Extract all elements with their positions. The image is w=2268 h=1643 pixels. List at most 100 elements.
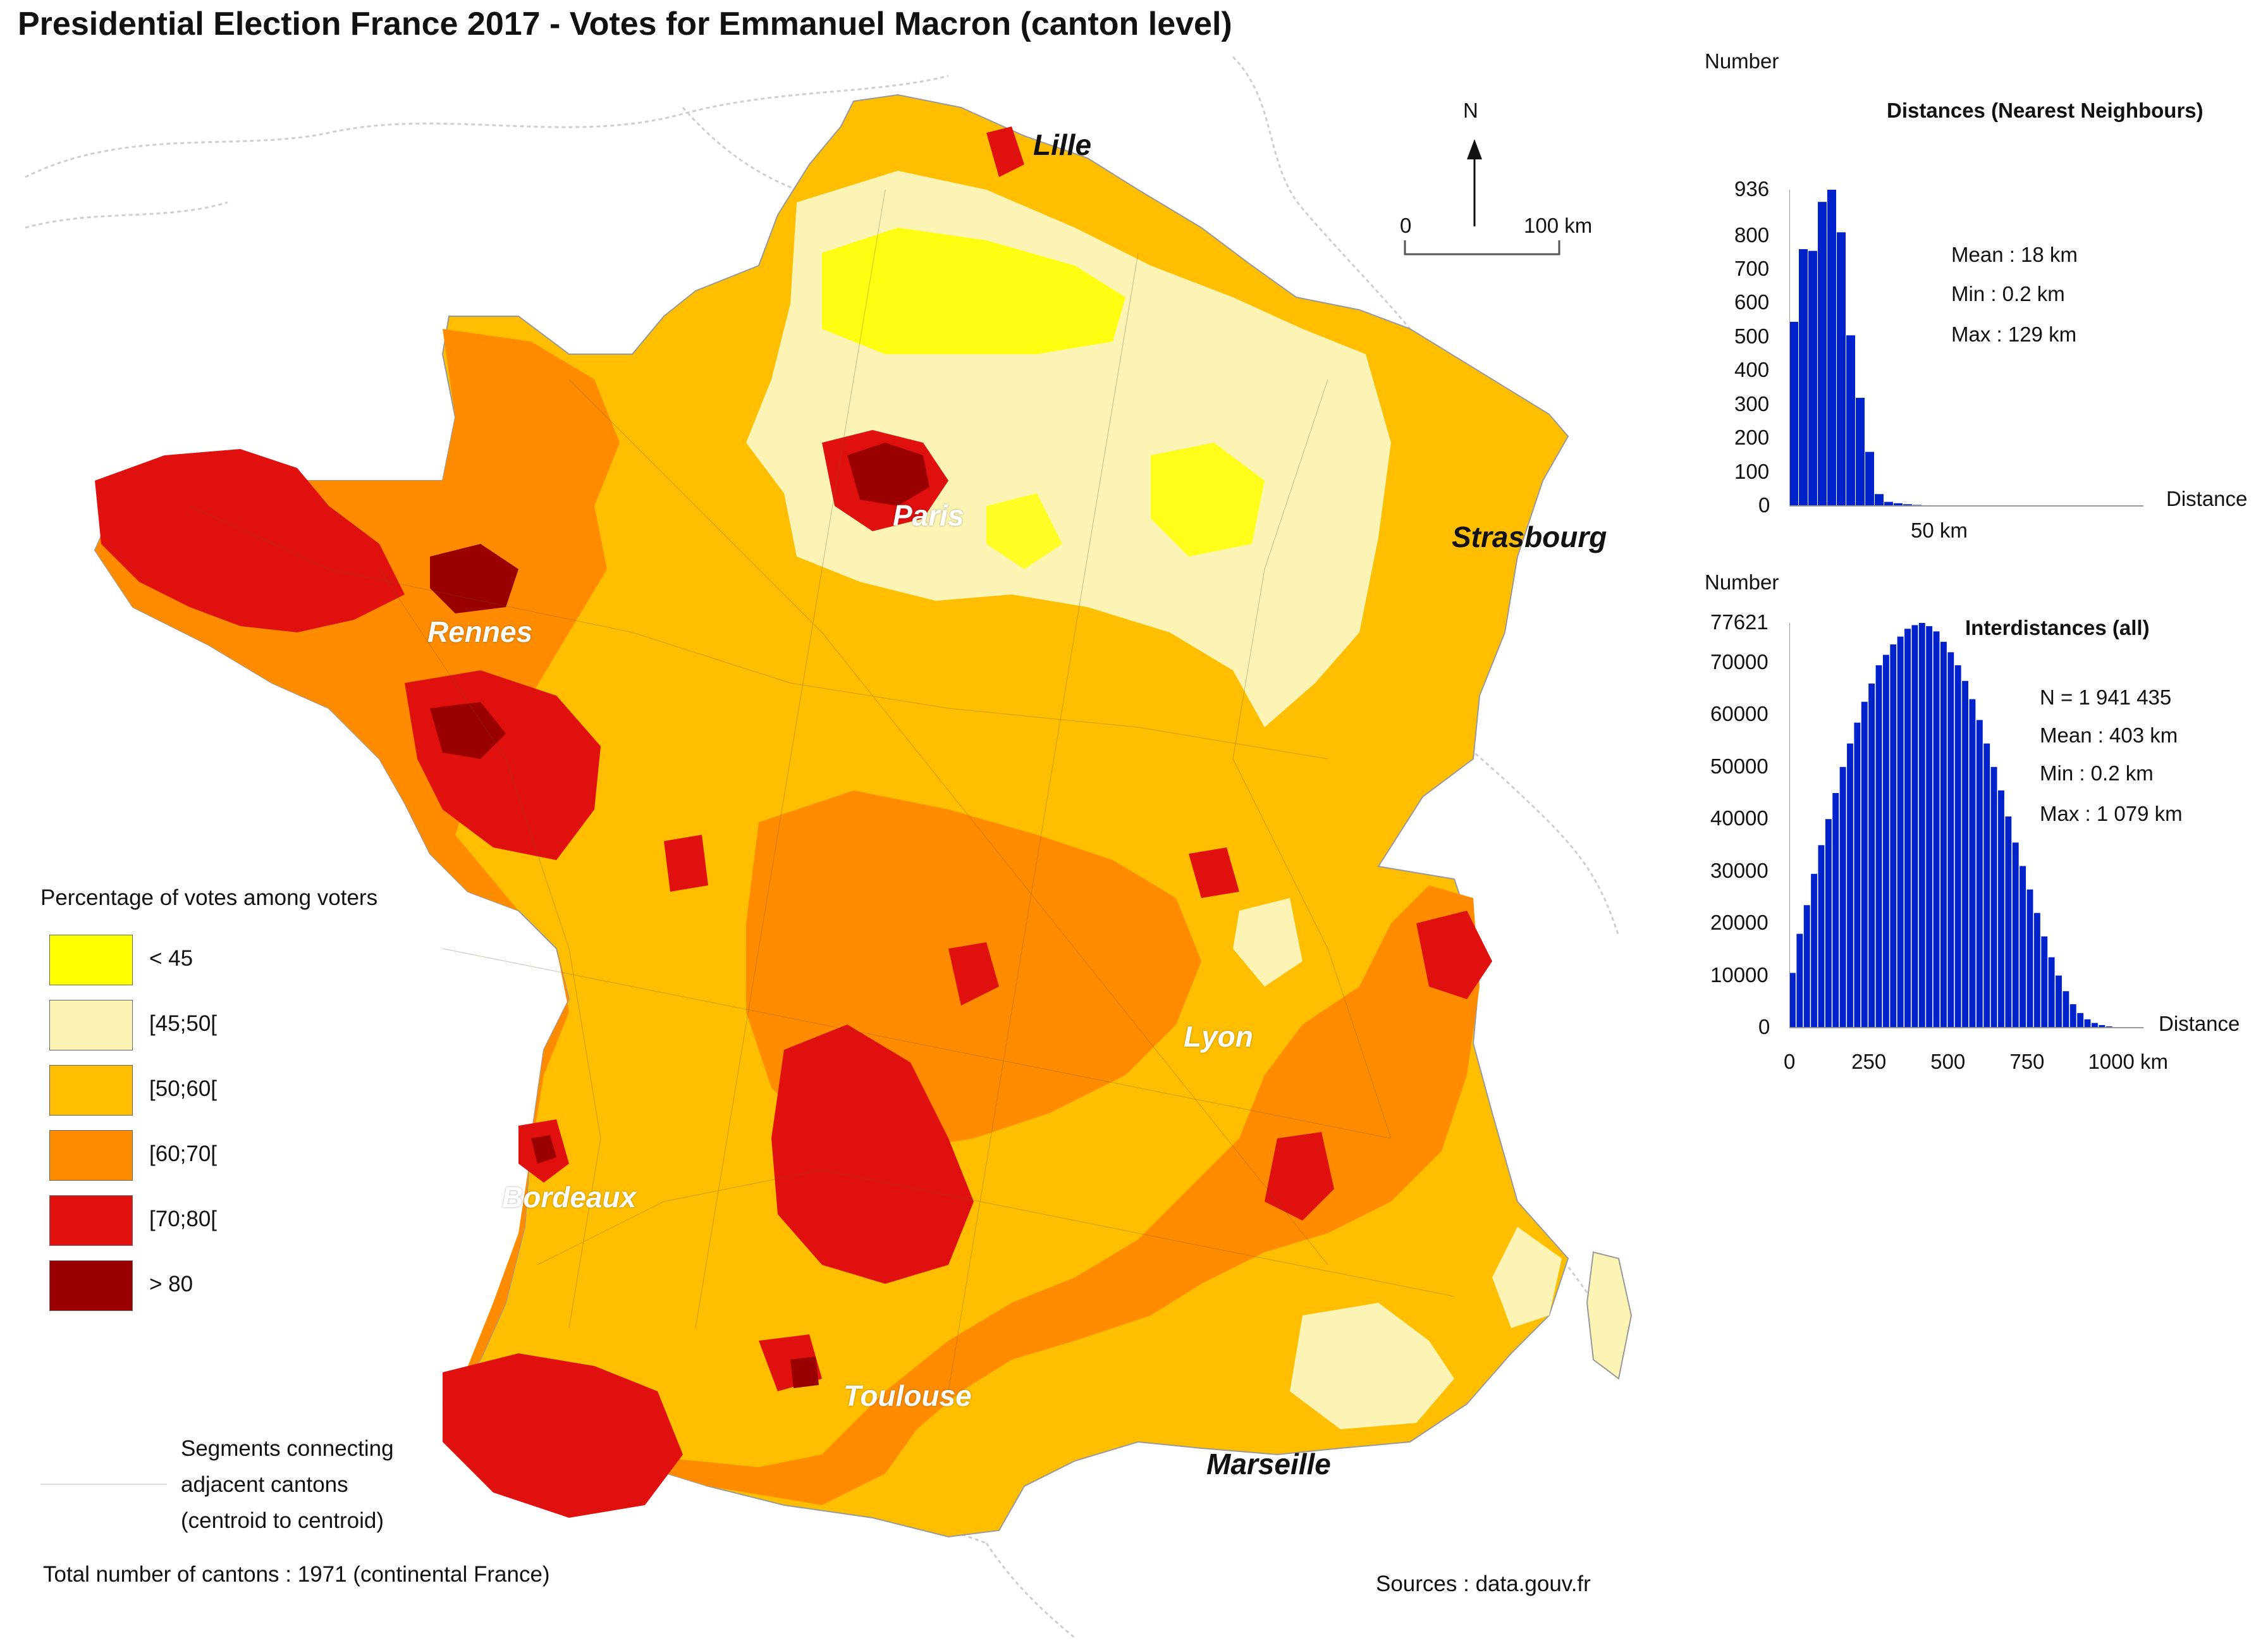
hist2-bar xyxy=(1789,973,1796,1028)
hist2-xtick: 750 xyxy=(2009,1050,2045,1073)
segment-legend-line xyxy=(40,1484,167,1485)
hist2-bar xyxy=(1926,626,1933,1028)
legend-title: Percentage of votes among voters xyxy=(40,885,378,910)
hist2-bar xyxy=(1897,636,1904,1028)
scale-bar-start: 0 xyxy=(1400,214,1412,237)
hist1-ytick: 300 xyxy=(1734,391,1770,415)
hist2-xtick: 500 xyxy=(1930,1050,1966,1073)
hist2-xtick: 1000 km xyxy=(2088,1050,2169,1073)
segments-note-line: (centroid to centroid) xyxy=(181,1508,384,1533)
hist2-bar xyxy=(1803,905,1810,1028)
vote-regions xyxy=(95,126,1562,1518)
legend-label: [70;80[ xyxy=(149,1207,218,1231)
legend-label: > 80 xyxy=(149,1272,193,1296)
hist2-ytick: 40000 xyxy=(1710,806,1768,830)
hist2-bar xyxy=(1854,722,1861,1028)
city-label-toulouse: Toulouse xyxy=(843,1379,972,1412)
hist2-bar xyxy=(1832,792,1839,1028)
hist1-bar xyxy=(1865,452,1874,506)
hist2-bar xyxy=(1811,873,1818,1028)
hist2-ytick: 77621 xyxy=(1710,610,1768,634)
scale-bar-line xyxy=(1404,240,1560,255)
hist1-ytick: 800 xyxy=(1734,223,1770,247)
hist2-bar xyxy=(1868,683,1875,1028)
city-label-strasbourg: Strasbourg xyxy=(1452,520,1607,553)
hist1-bar xyxy=(1846,335,1855,506)
hist2-bar xyxy=(2020,866,2026,1028)
hist1-ytick: 200 xyxy=(1734,426,1770,450)
hist1-ytick: 500 xyxy=(1734,324,1770,348)
hist2-bar xyxy=(1875,665,1882,1028)
city-label-rennes: Rennes xyxy=(427,615,533,648)
hist2-bar xyxy=(2041,936,2048,1028)
hist2-bar xyxy=(1796,933,1803,1028)
north-arrow-icon xyxy=(1467,139,1482,226)
hist2-ytick: 60000 xyxy=(1710,702,1768,726)
hist1-plot xyxy=(1789,190,2143,507)
hist1-bar xyxy=(1827,190,1836,506)
hist2-bar xyxy=(1825,819,1832,1028)
hist1-bar xyxy=(1837,232,1846,506)
hist1-bar xyxy=(1894,503,1903,506)
hist2-bar xyxy=(2005,816,2012,1028)
hist2-bar xyxy=(1861,701,1868,1028)
hist2-bar xyxy=(1962,680,1969,1028)
hist2-bar xyxy=(1947,652,1954,1028)
hist1-xtick: 50 km xyxy=(1911,519,1968,542)
hist2-bar xyxy=(1882,655,1889,1028)
hist2-bar xyxy=(2091,1023,2098,1028)
hist1-ytick: 700 xyxy=(1734,257,1770,281)
adjacency-segments xyxy=(189,189,1455,1392)
scale-bar-end: 100 km xyxy=(1524,214,1593,237)
hist2-bar xyxy=(1954,665,1961,1028)
legend-label: < 45 xyxy=(149,946,193,971)
hist2-ytick: 50000 xyxy=(1710,754,1768,778)
segments-note-line: Segments connecting xyxy=(181,1436,394,1461)
hist2-bar xyxy=(1847,743,1853,1028)
hist2-ytick: 30000 xyxy=(1710,858,1768,882)
hist2-bar xyxy=(1818,845,1825,1028)
hist1-ylabel: Number xyxy=(1705,49,1779,73)
hist2-title: Interdistances (all) xyxy=(1965,616,2150,639)
map-title: Presidential Election France 2017 - Vote… xyxy=(18,6,1232,42)
hist2-stat: Mean : 403 km xyxy=(2040,723,2178,747)
legend-swatch xyxy=(49,1195,133,1246)
segments-note-line: adjacent cantons xyxy=(181,1472,348,1497)
city-label-paris: Paris xyxy=(893,499,964,532)
hist1-bar xyxy=(1799,249,1808,506)
hist1-bar xyxy=(1789,321,1798,506)
hist1-ytick: 936 xyxy=(1734,177,1770,200)
hist2-bar xyxy=(2026,889,2033,1028)
hist2-bar xyxy=(1969,699,1976,1028)
hist2-bar xyxy=(2012,842,2019,1028)
legend-swatch xyxy=(49,1130,133,1181)
hist2-bar xyxy=(2056,975,2062,1028)
hist2-bar xyxy=(2099,1025,2106,1028)
hist2-xlabel: Distance xyxy=(2159,1012,2240,1035)
north-arrow-label: N xyxy=(1463,99,1478,122)
hist1-ytick: 0 xyxy=(1758,493,1770,517)
hist1-title: Distances (Nearest Neighbours) xyxy=(1887,99,2204,122)
hist2-bar xyxy=(1904,629,1911,1028)
hist1-bar xyxy=(1875,494,1884,506)
hist2-bar xyxy=(1918,623,1925,1028)
hist1-bar xyxy=(1903,504,1912,506)
hist2-stat: Min : 0.2 km xyxy=(2040,761,2154,785)
hist1-ytick: 400 xyxy=(1734,358,1770,382)
hist1-ytick: 100 xyxy=(1734,459,1770,483)
hist2-ytick: 0 xyxy=(1758,1015,1770,1038)
hist2-bar xyxy=(2069,1004,2076,1028)
city-label-marseille: Marseille xyxy=(1206,1448,1331,1480)
hist1-bar xyxy=(1818,202,1827,506)
hist2-bar xyxy=(1933,631,1940,1028)
hist2-ytick: 20000 xyxy=(1710,911,1768,935)
legend-swatch xyxy=(49,1065,133,1116)
legend-swatch xyxy=(49,1000,133,1050)
hist1-ytick: 600 xyxy=(1734,290,1770,314)
legend-label: [45;50[ xyxy=(149,1011,218,1036)
hist2-bar xyxy=(1940,641,1947,1028)
hist2-bar xyxy=(1990,766,1997,1028)
hist2-stat: N = 1 941 435 xyxy=(2040,686,2172,709)
segments-note: Segments connecting adjacent cantons (ce… xyxy=(181,1431,394,1539)
city-label-lyon: Lyon xyxy=(1184,1020,1253,1053)
